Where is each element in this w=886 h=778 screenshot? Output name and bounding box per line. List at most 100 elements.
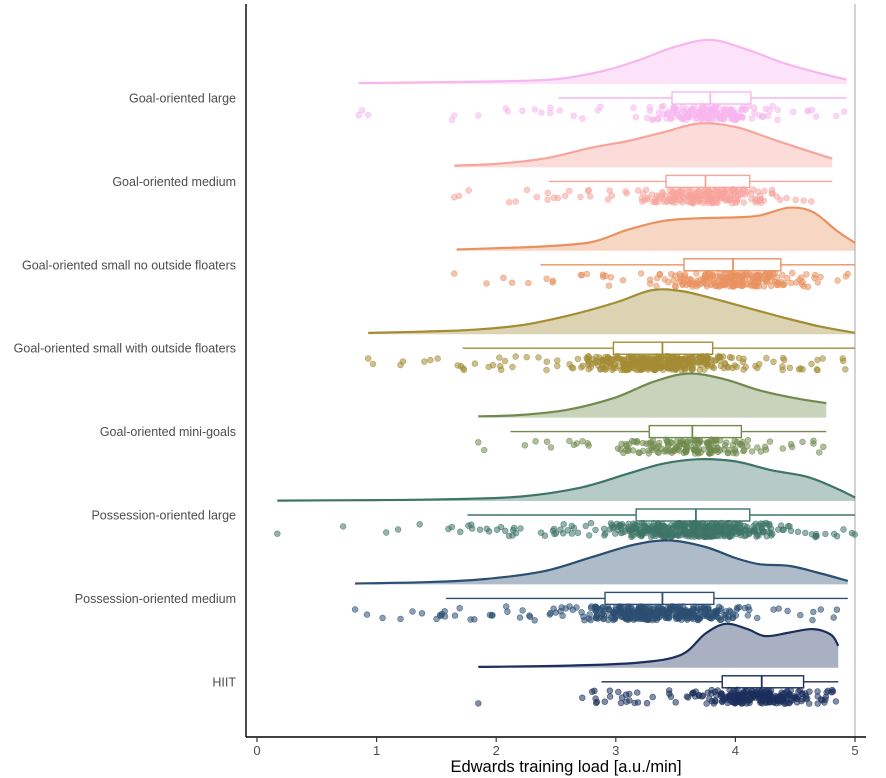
rain-point [668, 521, 675, 529]
rain-point [547, 444, 555, 451]
rain-point [693, 277, 701, 285]
rain-point [814, 693, 821, 700]
rain-point [383, 529, 390, 536]
rain-point [716, 270, 723, 277]
rain-point [754, 444, 761, 451]
category-label: Goal-oriented mini-goals [100, 425, 236, 439]
rain-point [570, 112, 577, 120]
rain-point [651, 610, 658, 618]
rain-point [774, 106, 781, 114]
rain-point [733, 450, 740, 457]
rain-point [634, 187, 642, 194]
rain-point [784, 274, 791, 282]
density-line [478, 622, 840, 668]
x-axis-ticks: 0 1 2 3 4 5 [253, 737, 859, 758]
rain-point [710, 526, 718, 533]
rain-point [465, 187, 472, 194]
rain-point [702, 274, 709, 281]
rain-points [475, 686, 840, 707]
rain-point [784, 688, 791, 695]
rain-point [684, 530, 691, 537]
rain-point [586, 611, 593, 618]
rain-point [723, 111, 730, 118]
rain-point [751, 277, 759, 284]
rain-point [693, 195, 700, 202]
rain-point [621, 528, 629, 535]
rain-point [743, 272, 750, 279]
rain-point [655, 115, 662, 123]
iqr-box [604, 591, 715, 606]
rain-point [525, 279, 532, 287]
rain-point [577, 272, 585, 279]
rain-point [779, 366, 786, 374]
rain-point [639, 447, 647, 455]
rain-point [658, 353, 666, 360]
rain-point [369, 360, 377, 368]
rain-point [740, 199, 747, 206]
rain-point [618, 694, 626, 701]
rain-point [832, 698, 840, 705]
rain-point [848, 529, 856, 537]
rain-point [744, 436, 752, 444]
rain-point [637, 270, 645, 277]
category-group: Goal-oriented small with outside floater… [14, 288, 856, 374]
rain-point [707, 356, 715, 363]
rain-point [543, 438, 551, 445]
rain-point [729, 109, 737, 116]
rain-point [733, 363, 740, 371]
rain-points [451, 269, 851, 290]
rain-point [698, 191, 705, 199]
rain-point [643, 440, 650, 447]
rain-point [732, 199, 739, 206]
rain-point [788, 443, 796, 451]
rain-point [672, 365, 680, 373]
rain-point [622, 441, 629, 448]
rain-point [537, 529, 545, 536]
rain-point [712, 186, 720, 194]
category-group: Goal-oriented small no outside floaters [22, 206, 856, 290]
rain-point [833, 112, 840, 120]
rain-point [674, 106, 681, 114]
rain-point [755, 532, 762, 539]
rain-point [757, 196, 765, 203]
rain-point [651, 196, 659, 203]
rain-point [641, 523, 649, 530]
rain-point [519, 607, 526, 614]
rain-point [569, 365, 577, 372]
rain-point [665, 354, 672, 361]
x-tick-label: 2 [493, 743, 500, 758]
rain-point [692, 115, 699, 123]
rain-point [550, 605, 557, 612]
rain-point [773, 697, 780, 704]
rain-point [363, 611, 371, 618]
category-group: Possession-oriented medium [75, 539, 849, 624]
rain-point [655, 449, 662, 456]
rain-point [508, 279, 516, 286]
rain-point [630, 104, 637, 111]
rain-point [761, 443, 769, 450]
rain-point [834, 277, 841, 284]
rain-point [765, 696, 772, 703]
rain-point [814, 356, 821, 364]
rain-point [339, 523, 347, 530]
density-area [355, 540, 848, 585]
rain-point [768, 187, 776, 194]
rain-point [543, 275, 550, 282]
rain-point [738, 276, 745, 283]
category-label: Possession-oriented large [91, 509, 236, 523]
rain-point [770, 606, 777, 613]
rain-point [744, 280, 751, 287]
rain-point [593, 698, 601, 706]
rain-point [748, 195, 755, 203]
rain-point [653, 524, 661, 531]
rain-point [840, 108, 848, 115]
rain-point [468, 525, 476, 532]
density-area [454, 123, 833, 168]
rain-point [669, 113, 677, 120]
density-area [478, 373, 827, 418]
rain-point [552, 530, 560, 537]
rain-point [683, 448, 690, 455]
rain-point [759, 113, 766, 121]
rain-point [607, 520, 615, 527]
rain-point [800, 197, 807, 204]
